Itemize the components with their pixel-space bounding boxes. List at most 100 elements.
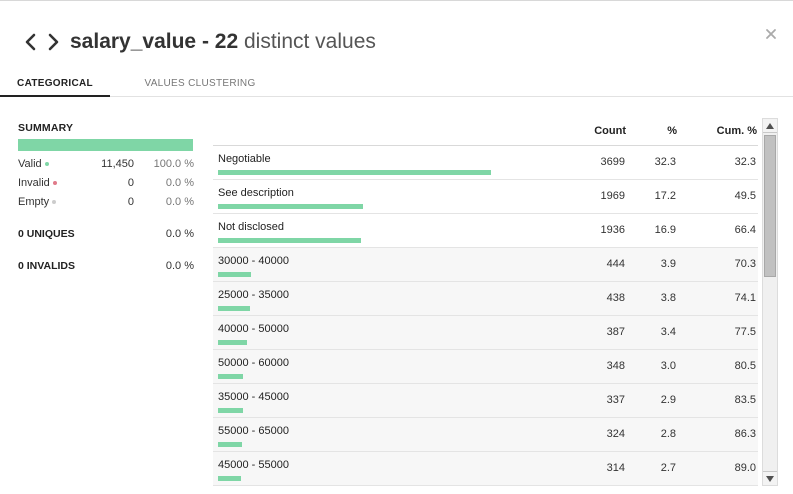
summary-label: Valid [18, 158, 42, 170]
header-pct[interactable]: % [667, 125, 677, 137]
invalids-label: 0 INVALIDS [18, 260, 75, 272]
table-row[interactable]: 35000 - 45000 337 2.9 83.5 [213, 384, 758, 418]
value-label: 40000 - 50000 [218, 323, 289, 335]
uniques-label: 0 UNIQUES [18, 228, 75, 240]
header-cum-pct[interactable]: Cum. % [716, 125, 757, 137]
tab-categorical[interactable]: CATEGORICAL [0, 70, 110, 97]
value-share-bar [218, 340, 247, 345]
value-label: 50000 - 60000 [218, 357, 289, 369]
value-share-bar [218, 272, 251, 277]
value-label: 45000 - 55000 [218, 459, 289, 471]
pct-cell: 2.7 [660, 462, 676, 474]
value-share-bar [218, 238, 361, 243]
value-label: 55000 - 65000 [218, 425, 289, 437]
cum-pct-cell: 86.3 [734, 428, 756, 440]
value-share-bar [218, 442, 242, 447]
invalids-pct: 0.0 % [165, 260, 194, 272]
close-icon [766, 29, 776, 39]
close-button[interactable] [763, 26, 779, 42]
table-row[interactable]: 40000 - 50000 387 3.4 77.5 [213, 316, 758, 350]
value-label: 35000 - 45000 [218, 391, 289, 403]
count-cell: 1936 [600, 224, 625, 236]
next-column-button[interactable] [42, 28, 64, 56]
pct-cell: 3.4 [660, 326, 676, 338]
summary-title: SUMMARY [18, 122, 74, 134]
scroll-up-button[interactable] [763, 119, 777, 133]
table-row[interactable]: 45000 - 55000 314 2.7 89.0 [213, 452, 758, 486]
summary-valid-bar [18, 139, 193, 151]
cum-pct-cell: 70.3 [734, 258, 756, 270]
column-name: salary_value [70, 30, 197, 53]
cum-pct-cell: 77.5 [734, 326, 756, 338]
summary-invalids: 0 INVALIDS 0.0 % [18, 256, 194, 276]
dialog-header: salary_value - 22 distinct values [20, 26, 376, 58]
count-cell: 444 [606, 258, 625, 270]
value-share-bar [218, 306, 250, 311]
page-title: salary_value - 22 distinct values [70, 30, 376, 54]
pct-cell: 3.0 [660, 360, 676, 372]
scrollbar-thumb[interactable] [764, 135, 776, 277]
cum-pct-cell: 32.3 [734, 156, 756, 168]
tab-values-clustering[interactable]: VALUES CLUSTERING [144, 78, 256, 89]
value-share-bar [218, 204, 363, 209]
table-row[interactable]: 30000 - 40000 444 3.9 70.3 [213, 248, 758, 282]
value-label: See description [218, 187, 294, 199]
summary-pct: 0.0 % [165, 196, 194, 208]
table-row[interactable]: 25000 - 35000 438 3.8 74.1 [213, 282, 758, 316]
value-share-bar [218, 408, 243, 413]
pct-cell: 32.3 [654, 156, 676, 168]
value-label: Negotiable [218, 153, 271, 165]
value-share-bar [218, 476, 241, 481]
summary-uniques: 0 UNIQUES 0.0 % [18, 224, 194, 244]
header-count[interactable]: Count [594, 125, 626, 137]
summary-panel: SUMMARY Valid 11,450 100.0 % Invalid 0 0… [18, 122, 194, 276]
scrollbar[interactable] [762, 118, 778, 486]
count-cell: 348 [606, 360, 625, 372]
distinct-count: 22 [214, 30, 239, 53]
chevron-left-icon [25, 33, 36, 51]
pct-cell: 3.9 [660, 258, 676, 270]
summary-label: Invalid [18, 177, 50, 189]
count-cell: 314 [606, 462, 625, 474]
chevron-right-icon [48, 33, 59, 51]
title-separator: - [196, 30, 215, 53]
summary-count: 11,450 [101, 158, 134, 170]
invalid-dot-icon [52, 181, 57, 186]
summary-count: 0 [127, 177, 134, 189]
summary-pct: 0.0 % [165, 177, 194, 189]
top-divider [0, 0, 793, 1]
triangle-down-icon [766, 475, 774, 482]
value-share-bar [218, 170, 491, 175]
scroll-down-button[interactable] [763, 471, 777, 485]
pct-cell: 2.8 [660, 428, 676, 440]
previous-column-button[interactable] [20, 28, 42, 56]
count-cell: 337 [606, 394, 625, 406]
summary-label: Empty [18, 196, 50, 208]
cum-pct-cell: 49.5 [734, 190, 756, 202]
tab-bar: CATEGORICAL VALUES CLUSTERING [0, 70, 793, 97]
table-row[interactable]: See description 1969 17.2 49.5 [213, 180, 758, 214]
table-row[interactable]: Not disclosed 1936 16.9 66.4 [213, 214, 758, 248]
pct-cell: 17.2 [654, 190, 676, 202]
table-row[interactable]: Negotiable 3699 32.3 32.3 [213, 146, 758, 180]
uniques-pct: 0.0 % [165, 228, 194, 240]
cum-pct-cell: 74.1 [734, 292, 756, 304]
value-label: 30000 - 40000 [218, 255, 289, 267]
cum-pct-cell: 80.5 [734, 360, 756, 372]
table-row[interactable]: 55000 - 65000 324 2.8 86.3 [213, 418, 758, 452]
valid-dot-icon [44, 162, 49, 167]
table-row[interactable]: 50000 - 60000 348 3.0 80.5 [213, 350, 758, 384]
distinct-suffix: distinct values [238, 30, 376, 53]
summary-row-empty: Empty 0 0.0 % [18, 193, 194, 212]
count-cell: 324 [606, 428, 625, 440]
values-table: Negotiable 3699 32.3 32.3 See description 196… [213, 146, 758, 486]
table-header: Count % Cum. % [213, 118, 758, 146]
pct-cell: 16.9 [654, 224, 676, 236]
value-label: 25000 - 35000 [218, 289, 289, 301]
cum-pct-cell: 89.0 [734, 462, 756, 474]
pct-cell: 3.8 [660, 292, 676, 304]
count-cell: 1969 [600, 190, 625, 202]
summary-pct: 100.0 % [153, 158, 194, 170]
cum-pct-cell: 83.5 [734, 394, 756, 406]
summary-row-valid: Valid 11,450 100.0 % [18, 155, 194, 174]
